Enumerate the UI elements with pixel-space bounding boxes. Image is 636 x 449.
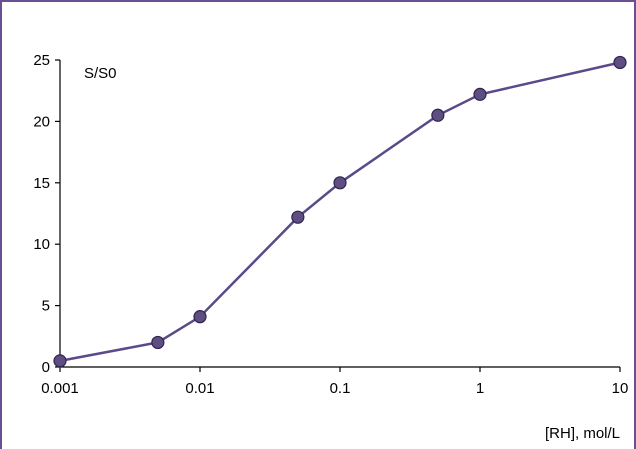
series-layer	[53, 55, 627, 368]
y-tick-label: 25	[33, 52, 50, 69]
y-tick-label: 10	[33, 236, 50, 253]
series-line	[59, 61, 621, 363]
y-tick-label: 5	[42, 298, 50, 315]
y-tick-label: 0	[42, 359, 50, 376]
data-point	[151, 335, 165, 350]
x-tick-label: 0.1	[330, 380, 351, 397]
x-tick-label: 0.001	[41, 380, 79, 397]
x-axis-label: [RH], mol/L	[545, 425, 620, 442]
x-tick-label: 10	[612, 380, 629, 397]
x-ticks: 0.001 0.01 0.1 1 10	[41, 367, 628, 397]
x-tick-label: 1	[476, 380, 484, 397]
data-point	[613, 55, 627, 70]
y-ticks: 0 5 10 15 20 25	[33, 52, 60, 376]
y-tick-label: 15	[33, 175, 50, 192]
y-tick-label: 20	[33, 113, 50, 130]
data-point	[431, 108, 445, 122]
data-point	[473, 87, 487, 101]
x-tick-label: 0.01	[185, 380, 214, 397]
y-axis-label: S/S0	[84, 65, 117, 82]
data-point	[291, 210, 305, 224]
data-point	[193, 310, 207, 324]
data-point	[53, 354, 67, 368]
data-point	[333, 176, 347, 190]
